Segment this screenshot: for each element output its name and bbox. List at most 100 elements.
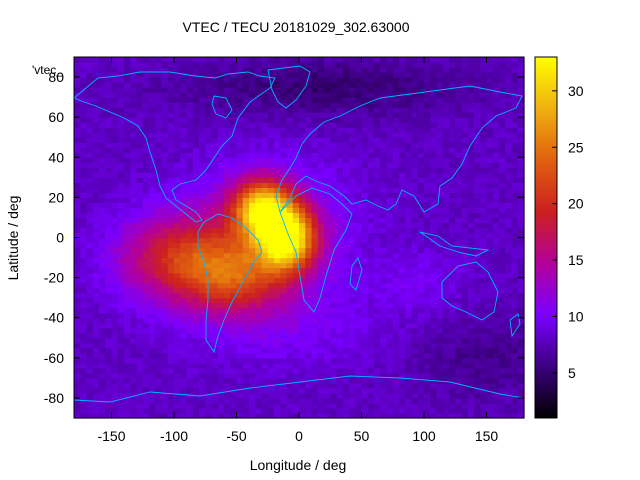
heat-cell [149, 307, 156, 314]
heat-cell [367, 237, 375, 244]
heat-cell [74, 192, 81, 198]
heat-cell [424, 312, 431, 319]
heat-cell [99, 347, 106, 354]
heat-cell [461, 127, 469, 133]
heat-cell [186, 327, 194, 334]
heat-cell [492, 302, 500, 309]
heat-cell [511, 212, 519, 219]
heat-cell [174, 197, 181, 204]
heat-cell [461, 252, 469, 259]
heat-cell [342, 242, 350, 249]
heat-cell [449, 307, 456, 314]
heat-cell [392, 147, 400, 153]
heat-cell [367, 167, 375, 173]
heat-cell [449, 397, 456, 404]
heat-cell [199, 287, 206, 294]
heat-cell [230, 77, 238, 83]
heat-cell [517, 212, 525, 219]
heat-cell [505, 247, 513, 254]
heat-cell [361, 387, 369, 394]
heat-cell [436, 137, 444, 143]
heat-cell [505, 237, 513, 244]
heat-cell [286, 412, 294, 419]
heat-cell [355, 382, 363, 389]
heat-cell [199, 342, 206, 349]
heat-cell [367, 367, 375, 374]
heat-cell [317, 322, 325, 329]
heat-cell [99, 122, 106, 128]
heat-cell [467, 342, 475, 349]
heat-cell [461, 302, 469, 309]
heat-cell [374, 72, 381, 78]
heat-cell [286, 347, 294, 354]
heat-cell [180, 262, 188, 269]
heat-cell [442, 82, 450, 88]
heat-cell [142, 172, 150, 178]
heat-cell [367, 407, 375, 414]
heat-cell [105, 267, 113, 274]
heat-cell [424, 217, 431, 224]
heat-cell [217, 337, 225, 344]
heat-cell [186, 242, 194, 249]
heat-cell [324, 232, 331, 239]
heat-cell [474, 287, 481, 294]
heat-cell [180, 337, 188, 344]
heat-cell [292, 342, 300, 349]
heat-cell [86, 197, 94, 204]
heat-cell [180, 197, 188, 204]
heat-cell [111, 77, 119, 83]
heat-cell [499, 192, 506, 198]
heat-cell [124, 77, 131, 83]
heat-cell [411, 407, 419, 414]
heat-cell [436, 157, 444, 163]
heat-cell [305, 117, 313, 123]
heat-cell [411, 337, 419, 344]
heat-cell [242, 197, 250, 204]
heat-cell [224, 77, 231, 83]
heat-cell [330, 397, 338, 404]
heat-cell [399, 247, 406, 254]
heat-cell [92, 232, 100, 239]
heat-cell [199, 97, 206, 103]
heat-cell [467, 187, 475, 193]
heat-cell [486, 182, 494, 188]
heat-cell [417, 352, 425, 359]
heat-cell [405, 347, 413, 354]
heat-cell [124, 397, 131, 404]
heat-cell [299, 177, 306, 183]
heat-cell [486, 137, 494, 143]
heat-cell [167, 357, 175, 364]
heat-cell [430, 182, 438, 188]
heat-cell [136, 142, 144, 148]
heat-cell [242, 407, 250, 414]
heat-cell [342, 157, 350, 163]
heat-cell [386, 367, 394, 374]
heat-cell [405, 147, 413, 153]
heat-cell [492, 357, 500, 364]
heat-cell [161, 177, 169, 183]
heat-cell [261, 252, 269, 259]
heat-cell [255, 367, 263, 374]
heat-cell [205, 372, 213, 379]
heat-cell [199, 157, 206, 163]
heat-cell [349, 402, 356, 409]
heat-cell [286, 277, 294, 284]
heat-cell [99, 282, 106, 289]
heat-cell [236, 227, 244, 234]
heat-cell [399, 252, 406, 259]
heat-cell [249, 82, 256, 88]
heat-cell [249, 352, 256, 359]
heat-cell [274, 307, 281, 314]
heat-cell [217, 242, 225, 249]
heat-cell [355, 377, 363, 384]
heat-cell [386, 172, 394, 178]
heat-cell [292, 327, 300, 334]
heat-cell [386, 362, 394, 369]
heat-cell [436, 72, 444, 78]
heat-cell [517, 107, 525, 113]
heat-cell [480, 77, 488, 83]
heat-cell [349, 312, 356, 319]
heat-cell [430, 147, 438, 153]
heat-cell [136, 287, 144, 294]
heat-cell [499, 137, 506, 143]
